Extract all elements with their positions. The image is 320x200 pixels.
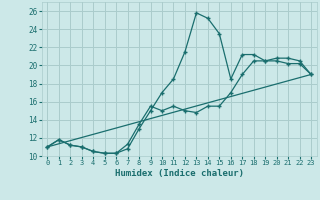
X-axis label: Humidex (Indice chaleur): Humidex (Indice chaleur) (115, 169, 244, 178)
